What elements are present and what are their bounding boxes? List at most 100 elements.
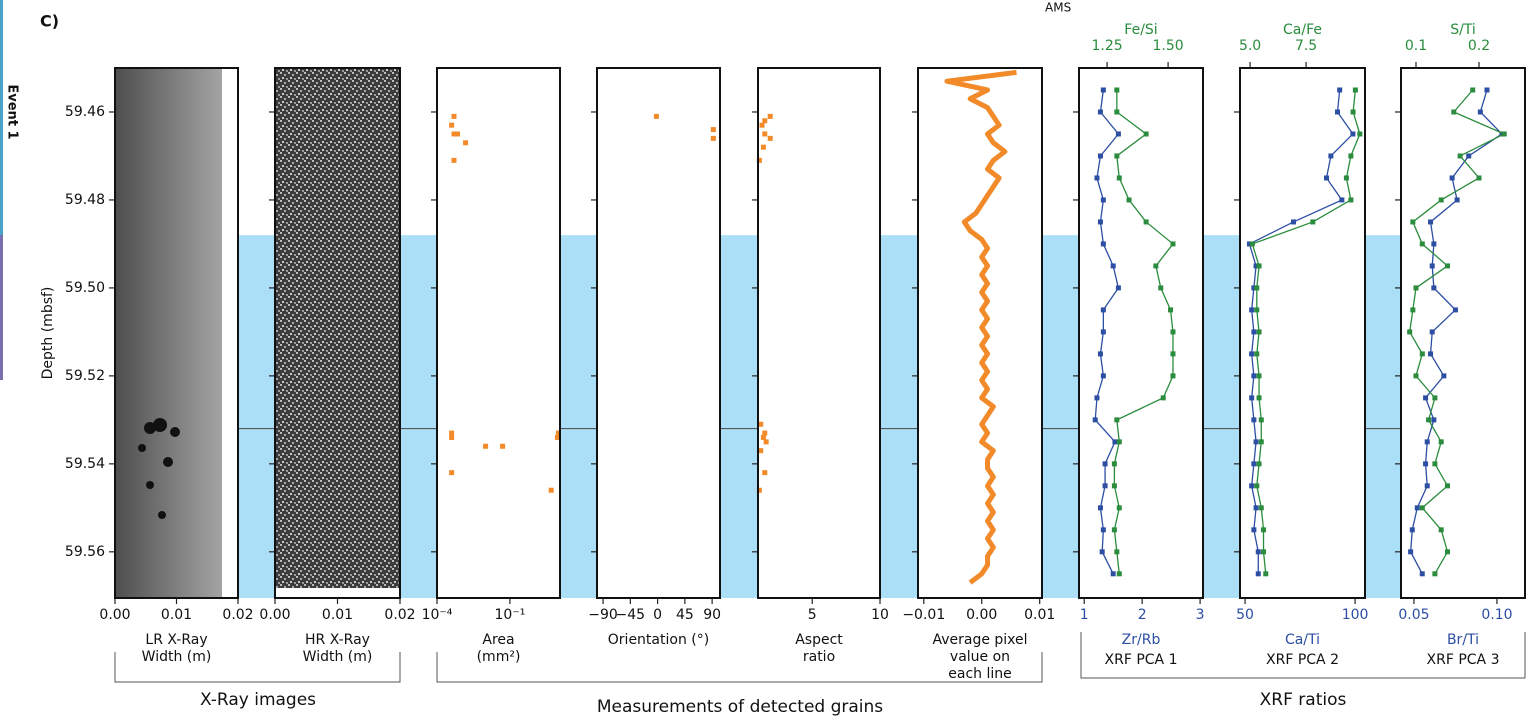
xrf-point bbox=[1423, 461, 1429, 467]
grain-point bbox=[758, 448, 764, 454]
xrf-point bbox=[1334, 109, 1340, 115]
grain-point bbox=[455, 131, 461, 137]
pixel-line bbox=[944, 69, 1017, 585]
xrf-point bbox=[1100, 329, 1106, 335]
grain-point bbox=[483, 443, 489, 449]
xrf-point bbox=[1348, 197, 1354, 203]
edge-bar bbox=[0, 0, 3, 235]
xrf-point bbox=[1251, 373, 1257, 379]
xrf-point bbox=[1116, 505, 1122, 511]
x-tick-label: 100 bbox=[1342, 607, 1369, 623]
grain-point bbox=[758, 421, 764, 427]
xray-grain bbox=[163, 457, 173, 467]
group-label: XRF ratios bbox=[1260, 690, 1347, 710]
group-label: Measurements of detected grains bbox=[597, 697, 883, 717]
xrf-point bbox=[1170, 329, 1176, 335]
xrf-point bbox=[1426, 417, 1432, 423]
x-tick-label: 90 bbox=[703, 607, 721, 623]
grain-point bbox=[759, 122, 765, 128]
xrf-point bbox=[1099, 549, 1105, 555]
panel-letter: C) bbox=[40, 12, 59, 31]
xrf-point bbox=[1466, 153, 1472, 159]
xrf-point bbox=[1261, 527, 1267, 533]
panel-frame bbox=[436, 67, 561, 599]
x-axis-label: Aspect bbox=[795, 632, 843, 648]
xray-grain bbox=[158, 511, 166, 519]
xrf-point bbox=[1110, 263, 1116, 269]
xrf-point bbox=[1432, 461, 1438, 467]
x-tick-label: 0.00 bbox=[99, 607, 130, 623]
grain-point bbox=[763, 439, 769, 445]
xrf-point bbox=[1432, 571, 1438, 577]
xray-grain bbox=[153, 418, 167, 432]
x-axis-label: Ca/Ti bbox=[1285, 632, 1320, 648]
xrf-point bbox=[1160, 395, 1166, 401]
panel-background bbox=[437, 68, 560, 598]
xrf-point bbox=[1251, 527, 1257, 533]
xrf-point bbox=[1246, 241, 1252, 247]
xrf-point bbox=[1254, 351, 1260, 357]
x-axis-label: Area bbox=[482, 632, 514, 648]
grain-point bbox=[710, 135, 716, 141]
grain-point bbox=[653, 113, 659, 119]
y-tick-label: 59.46 bbox=[65, 104, 105, 120]
y-tick-label: 59.48 bbox=[65, 192, 105, 208]
xrf-point bbox=[1419, 351, 1425, 357]
panel-frame bbox=[596, 67, 721, 599]
grain-point bbox=[762, 470, 768, 476]
xrf-point bbox=[1251, 417, 1257, 423]
x-tick-label: 10⁻⁴ bbox=[422, 607, 453, 623]
group-brackets bbox=[114, 632, 1526, 683]
xrf-point bbox=[1410, 219, 1416, 225]
xrf-point bbox=[1409, 527, 1415, 533]
x2-tick-label: 5.0 bbox=[1239, 38, 1261, 54]
panel-background bbox=[1079, 68, 1203, 598]
xrf-point bbox=[1410, 307, 1416, 313]
x-axis-label: LR X-Ray bbox=[145, 632, 207, 648]
xrf-point bbox=[1256, 263, 1262, 269]
xrf-point bbox=[1441, 373, 1447, 379]
xrf-point bbox=[1102, 483, 1108, 489]
xrf-point bbox=[1112, 439, 1118, 445]
xrf-point bbox=[1429, 263, 1435, 269]
xrf-point bbox=[1100, 87, 1106, 93]
xrf-point bbox=[1092, 417, 1098, 423]
xrf-point bbox=[1255, 549, 1261, 555]
xrf-point bbox=[1449, 175, 1455, 181]
xrf-point bbox=[1100, 241, 1106, 247]
xrf-point bbox=[1484, 87, 1490, 93]
x-tick-label: 0.01 bbox=[1024, 607, 1055, 623]
xrf-point bbox=[1253, 263, 1259, 269]
x-tick-label: 3 bbox=[1196, 607, 1205, 623]
panel-frame bbox=[1239, 67, 1366, 599]
xrf-point bbox=[1470, 87, 1476, 93]
y-tick-label: 59.52 bbox=[65, 368, 105, 384]
xrf-point bbox=[1249, 307, 1255, 313]
xrf-point bbox=[1258, 439, 1264, 445]
xrf-point bbox=[1254, 483, 1260, 489]
xrf-point bbox=[1256, 373, 1262, 379]
x-axis-label: Br/Ti bbox=[1447, 632, 1479, 648]
grain-point bbox=[710, 127, 716, 133]
x-tick-label: 0.10 bbox=[1481, 607, 1512, 623]
x-tick-label: 50 bbox=[1236, 607, 1254, 623]
group-label: X-Ray images bbox=[200, 690, 316, 710]
grain-point bbox=[762, 131, 768, 137]
panel-frame bbox=[114, 67, 239, 599]
panel-frame bbox=[274, 67, 401, 599]
xrf-point bbox=[1097, 109, 1103, 115]
edge-bar bbox=[0, 235, 3, 380]
x-tick-label: 0.02 bbox=[222, 607, 253, 623]
xrf-point bbox=[1170, 373, 1176, 379]
grain-point bbox=[767, 135, 773, 141]
xrf-point bbox=[1428, 351, 1434, 357]
xrf-point bbox=[1348, 153, 1354, 159]
x-tick-label: 0.00 bbox=[966, 607, 997, 623]
xrf-point bbox=[1126, 197, 1132, 203]
xrf-point bbox=[1350, 131, 1356, 137]
grain-point bbox=[556, 430, 562, 436]
xrf-point bbox=[1328, 153, 1334, 159]
panel-background bbox=[597, 68, 720, 598]
x-axis-label: Width (m) bbox=[303, 649, 373, 665]
xrf-point bbox=[1114, 417, 1120, 423]
